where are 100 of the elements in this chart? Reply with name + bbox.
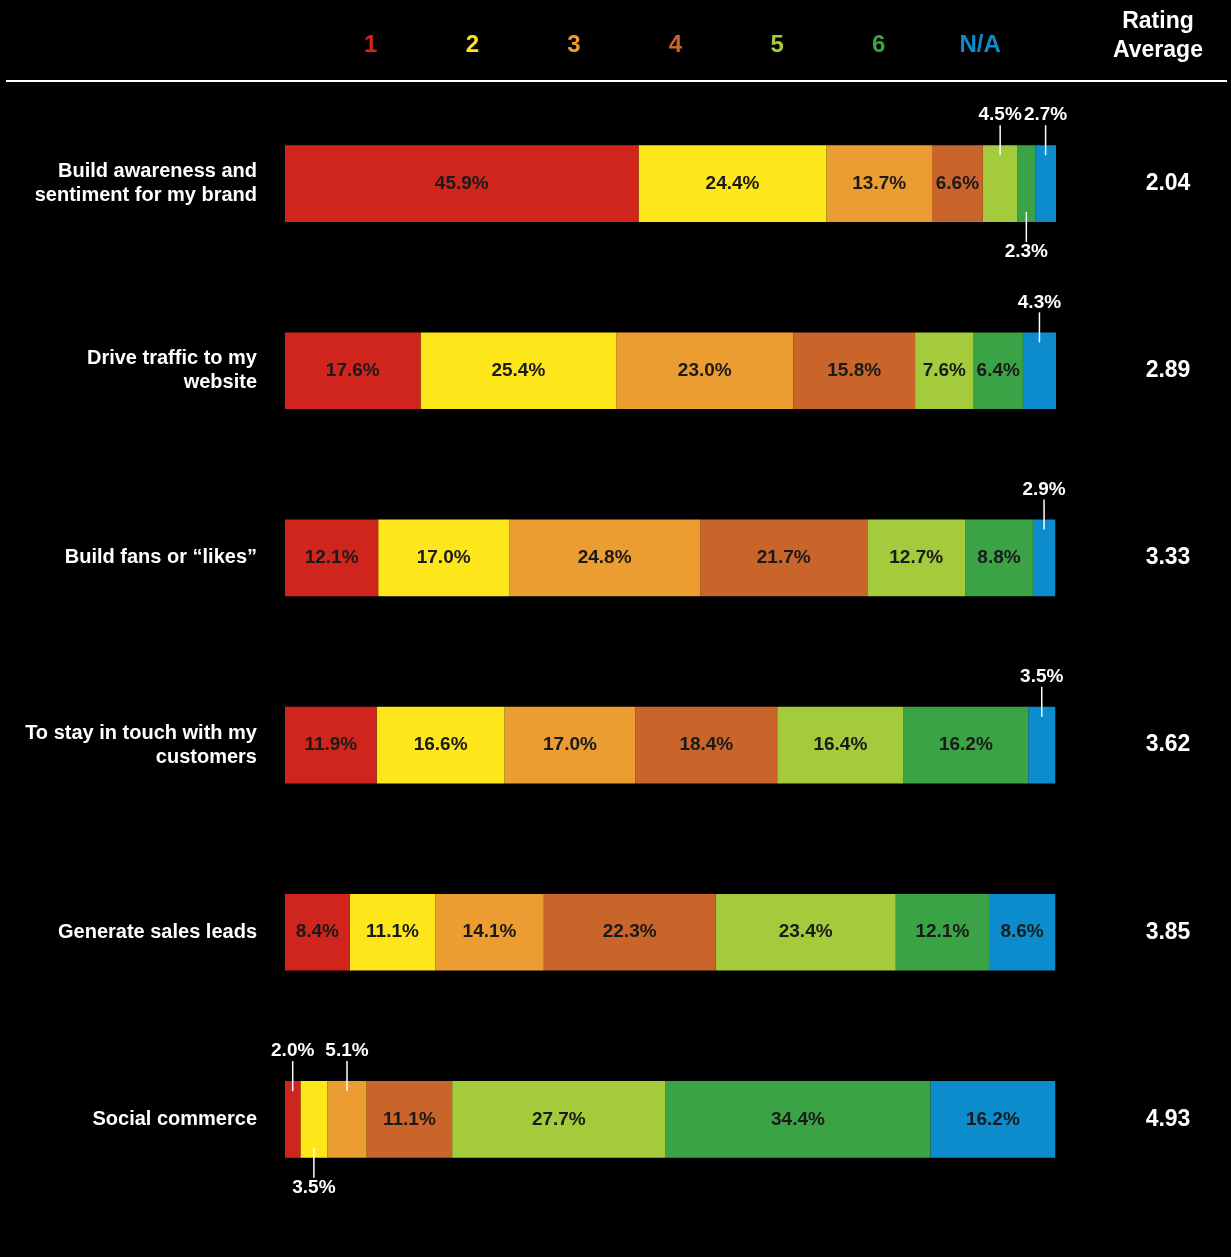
data-label: 27.7%: [531, 1107, 586, 1129]
bar: [638, 145, 827, 222]
y-tick-label: Build awareness and sentiment for my brand: [34, 159, 257, 206]
bar: [300, 1081, 328, 1158]
data-label: 14.1%: [462, 920, 517, 942]
data-label: 22.3%: [602, 920, 657, 942]
bar: [777, 706, 904, 784]
y-tick-label: To stay in touch with my customers: [25, 720, 258, 767]
bar: [700, 519, 868, 597]
data-label: 3.5%: [292, 1176, 336, 1198]
bar: [1022, 332, 1056, 410]
text: 3: [567, 30, 581, 58]
bar: [378, 519, 510, 597]
data-label: 16.4%: [813, 733, 868, 755]
bar: [867, 519, 966, 597]
text: 4: [668, 30, 683, 58]
data-label: 11.1%: [366, 920, 419, 942]
text: 6: [871, 30, 886, 58]
text: 2: [465, 30, 480, 58]
bar: [973, 332, 1023, 410]
data-label: 6.4%: [976, 358, 1020, 380]
data-label: 11.9%: [304, 733, 358, 755]
bar: [285, 332, 421, 410]
bar: [285, 706, 377, 784]
data-label: 17.0%: [543, 733, 598, 755]
data-label: 11.1%: [382, 1107, 436, 1129]
data-label: 12.1%: [304, 546, 359, 568]
bar: [349, 893, 436, 971]
bar: [635, 706, 778, 784]
text: 2.04: [1145, 168, 1191, 195]
bar: [285, 519, 379, 597]
data-label: 2.9%: [1022, 477, 1066, 499]
text: 3.33: [1145, 543, 1191, 570]
bar: [435, 893, 544, 971]
data-label: 16.2%: [965, 1107, 1020, 1129]
data-label: 4.3%: [1017, 290, 1062, 312]
y-tick-label: Drive traffic to my website: [86, 346, 258, 393]
bar: [826, 145, 932, 222]
data-label: 17.6%: [325, 358, 380, 380]
bar: [965, 519, 1033, 597]
data-label: 8.4%: [295, 920, 340, 942]
data-label: 2.0%: [271, 1039, 315, 1061]
data-label: 2.3%: [1004, 240, 1049, 262]
data-label: 12.1%: [915, 920, 970, 942]
data-label: 5.1%: [325, 1039, 369, 1061]
data-label: 17.0%: [416, 546, 471, 568]
bar: [1017, 145, 1036, 222]
data-label: 15.8%: [827, 358, 882, 380]
data-label: 23.0%: [677, 358, 732, 380]
data-label: 24.8%: [577, 546, 632, 568]
y-tick-label: Generate sales leads: [57, 919, 257, 942]
bar: [1028, 706, 1056, 784]
text: 4.93: [1145, 1104, 1191, 1131]
bar: [982, 145, 1018, 222]
data-label: 34.4%: [771, 1107, 826, 1129]
data-label: 7.6%: [922, 358, 967, 380]
bar: [285, 145, 639, 222]
bar: [543, 893, 716, 971]
bar: [285, 893, 350, 971]
data-label: 24.4%: [705, 171, 760, 193]
data-label: 12.7%: [889, 546, 944, 568]
text: 1: [364, 30, 378, 58]
data-label: 16.6%: [413, 733, 468, 755]
bar: [915, 332, 974, 410]
text: 3.62: [1145, 730, 1191, 757]
text: Rating Average: [1112, 6, 1204, 64]
bar: [930, 1081, 1056, 1158]
bar: [665, 1081, 931, 1158]
bar: [366, 1081, 453, 1158]
data-label: 6.6%: [935, 171, 980, 193]
bar: [509, 519, 701, 597]
data-label: 16.2%: [938, 733, 993, 755]
bar: [616, 332, 794, 410]
bar: [988, 893, 1056, 971]
text: 2.89: [1145, 356, 1191, 383]
bar: [327, 1081, 367, 1158]
y-tick-label: Build fans or “likes”: [64, 545, 257, 568]
bar: [376, 706, 505, 784]
bar: [931, 145, 983, 222]
bar: [504, 706, 636, 784]
bar: [793, 332, 916, 410]
data-label: 8.8%: [977, 546, 1021, 568]
data-label: 25.4%: [491, 358, 546, 380]
data-label: 3.5%: [1020, 664, 1064, 686]
bar: [452, 1081, 666, 1158]
data-label: 23.4%: [778, 920, 833, 942]
data-label: 4.5%: [978, 103, 1022, 125]
data-label: 45.9%: [434, 171, 489, 193]
data-label: 21.7%: [756, 546, 811, 568]
bar: [903, 706, 1029, 784]
bar: [285, 1081, 301, 1158]
data-label: 13.7%: [852, 171, 907, 193]
data-label: 18.4%: [679, 733, 734, 755]
bar: [420, 332, 617, 410]
bar: [895, 893, 989, 971]
bar: [715, 893, 896, 971]
text: 5: [770, 30, 784, 58]
data-label: 8.6%: [1000, 920, 1044, 942]
bar: [1032, 519, 1056, 597]
bar: [1035, 145, 1056, 222]
